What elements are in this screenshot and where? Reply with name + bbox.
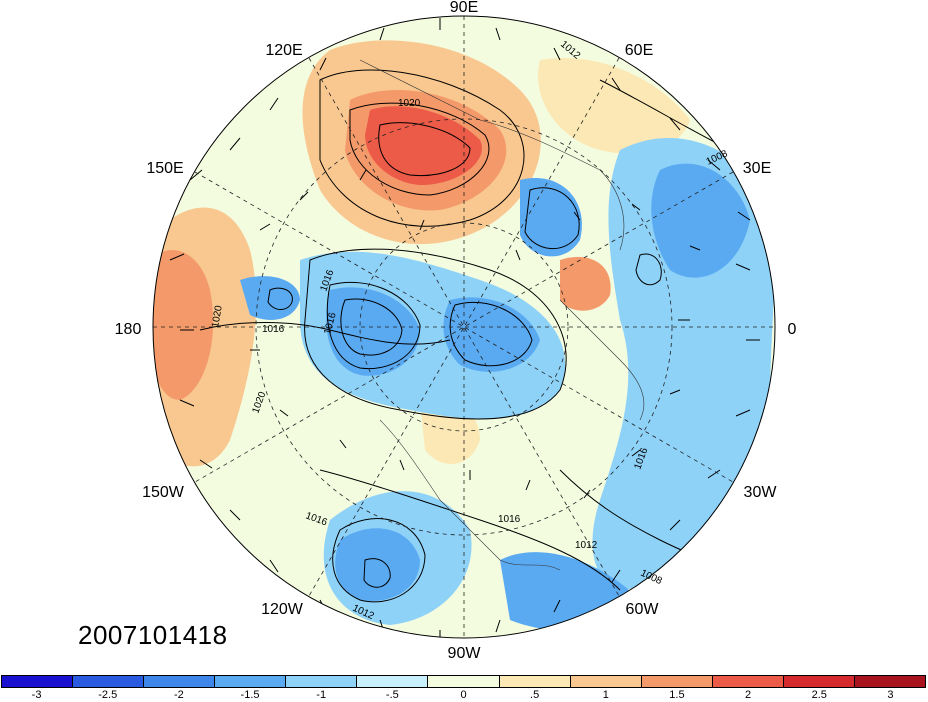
color-legend-box [357, 676, 429, 687]
lon-label-150w: 150W [142, 484, 185, 501]
contour-label: 1020 [210, 304, 225, 328]
color-legend-box [499, 676, 571, 687]
color-legend: -3 -2.5 -2 -1.5 -1 -.5 0 .5 1 1.5 2 2.5 3 [0, 675, 928, 702]
color-legend-box [783, 676, 855, 687]
color-legend-box [641, 676, 713, 687]
longitude-labels: 90E 120E 60E 150E 30E 180 0 150W 30W 120… [115, 0, 797, 662]
lon-label-30e: 30E [743, 160, 771, 177]
lon-label-90w: 90W [448, 645, 482, 662]
polar-map: 1012 1020 1008 1016 1016 1020 1020 1016 … [115, 0, 797, 662]
color-legend-boxes [1, 675, 926, 688]
color-legend-box [73, 676, 145, 687]
color-legend-box [286, 676, 358, 687]
lon-label-60w: 60W [626, 601, 660, 618]
color-legend-tick-label: .5 [530, 689, 540, 701]
color-legend-tick-label: -2.5 [98, 689, 118, 701]
color-legend-tick-label: -3 [31, 689, 42, 701]
color-legend-tick-label: 2 [745, 689, 752, 701]
contour-label: 1016 [498, 514, 521, 525]
color-legend-tick-label: -.5 [385, 689, 399, 701]
color-legend-box [712, 676, 784, 687]
contour-label: 1016 [262, 324, 285, 335]
graticule [153, 16, 775, 638]
color-legend-tick-label: 0 [460, 689, 467, 701]
color-legend-tick-label: 1.5 [669, 689, 685, 701]
lon-label-180: 180 [115, 321, 142, 338]
color-legend-box [144, 676, 216, 687]
color-legend-tick-label: -2 [173, 689, 184, 701]
lon-label-120w: 120W [261, 601, 304, 618]
contour-label: 1020 [398, 98, 421, 109]
lon-label-90e: 90E [450, 0, 478, 16]
wind-barbs [169, 18, 760, 638]
color-legend-tick-label: 3 [887, 689, 894, 701]
color-legend-box [215, 676, 287, 687]
color-legend-box [428, 676, 500, 687]
lon-label-0: 0 [788, 321, 797, 338]
color-legend-tick-label: -1 [316, 689, 327, 701]
color-legend-tick-label: -1.5 [240, 689, 260, 701]
map-boundary [152, 15, 776, 639]
map-timestamp: 2007101418 [78, 620, 228, 650]
color-legend-box [854, 676, 926, 687]
color-legend-box [2, 676, 74, 687]
contour-label: 1008 [639, 568, 664, 588]
lon-label-30w: 30W [744, 484, 778, 501]
color-legend-tick-label: 1 [602, 689, 609, 701]
color-legend-tick-label: 2.5 [811, 689, 827, 701]
lon-label-60e: 60E [625, 42, 653, 59]
lon-label-150e: 150E [146, 160, 183, 177]
lon-label-120e: 120E [265, 42, 302, 59]
color-legend-box [570, 676, 642, 687]
contour-label: 1012 [575, 540, 598, 551]
